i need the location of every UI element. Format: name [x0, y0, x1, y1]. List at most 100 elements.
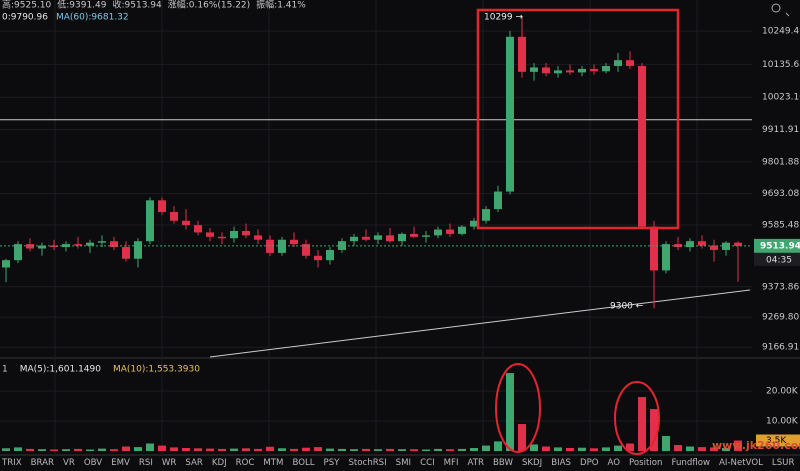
- candle-body: [398, 233, 406, 242]
- indicator-tab[interactable]: SKDJ: [521, 458, 543, 468]
- y-tick-label: 10135.68: [762, 60, 800, 70]
- candle-body: [482, 209, 490, 221]
- candle-body: [674, 244, 682, 248]
- candle-body: [542, 67, 550, 74]
- candle-body: [422, 235, 430, 237]
- indicator-tab[interactable]: CCI: [420, 458, 435, 468]
- trend-line: [209, 289, 751, 358]
- volume-bar: [26, 448, 34, 451]
- volume-bar: [722, 448, 730, 451]
- candle-body: [494, 191, 502, 210]
- volume-bar: [110, 449, 118, 451]
- indicator-tab[interactable]: KDJ: [211, 458, 227, 468]
- low-annotation: 9300 ←: [610, 302, 644, 312]
- indicator-tab[interactable]: BRAR: [30, 458, 55, 468]
- volume-tick-label: 10.00K: [766, 417, 799, 427]
- candle-body: [338, 241, 346, 250]
- candle-body: [74, 244, 82, 246]
- volume-bar: [458, 448, 466, 451]
- volume-bar: [266, 446, 274, 451]
- candle-body: [626, 60, 634, 66]
- indicator-tab[interactable]: BIAS: [551, 458, 571, 468]
- candle-body: [458, 226, 466, 234]
- indicator-tab[interactable]: MTM: [263, 458, 284, 468]
- indicator-tab[interactable]: RSI: [138, 458, 153, 468]
- watermark: www.jk260.com: [712, 439, 800, 452]
- search-icon-handle: [785, 12, 790, 17]
- volume-badge: [756, 434, 800, 447]
- indicator-tab[interactable]: SAR: [185, 458, 203, 468]
- volume-bar: [530, 444, 538, 451]
- volume-bar: [590, 448, 598, 451]
- volume-bar: [434, 448, 442, 451]
- volume-bar: [602, 447, 610, 451]
- indicator-tab[interactable]: SMI: [395, 458, 412, 468]
- indicator-tab[interactable]: ATR: [467, 458, 484, 468]
- candle-body: [254, 235, 262, 240]
- search-icon[interactable]: [771, 3, 781, 13]
- candle-body: [26, 244, 34, 249]
- indicator-tab[interactable]: EMV: [111, 458, 130, 468]
- ma-legend: MA(60):9681.32: [56, 13, 129, 23]
- volume-bar: [650, 409, 658, 451]
- volume-bar: [710, 447, 718, 451]
- candle-body: [614, 60, 622, 66]
- indicator-tab[interactable]: MFI: [443, 458, 459, 468]
- indicator-tab[interactable]: WR: [161, 458, 177, 468]
- y-tick-label: 9911.91: [762, 125, 799, 135]
- indicator-tab[interactable]: OBV: [83, 458, 103, 468]
- volume-bar: [578, 447, 586, 451]
- volume-legend: 1: [2, 365, 8, 375]
- price-badge: [754, 238, 800, 253]
- volume-bar: [638, 397, 646, 451]
- volume-bar: [314, 447, 322, 451]
- candle-body: [650, 226, 658, 271]
- candle-body: [386, 235, 394, 242]
- candle-body: [194, 225, 202, 233]
- y-tick-label: 9269.80: [762, 313, 799, 323]
- volume-bar: [254, 448, 262, 451]
- volume-bar: [170, 447, 178, 451]
- volume-bar: [98, 448, 106, 451]
- indicator-tab[interactable]: AO: [607, 458, 621, 468]
- countdown: 04:35: [766, 255, 792, 265]
- indicator-tab[interactable]: BOLL: [292, 458, 315, 468]
- volume-legend: MA(10):1,553.3930: [113, 365, 200, 375]
- indicator-tab[interactable]: AI-NetVOL: [719, 458, 763, 468]
- indicator-tab[interactable]: StochRSI: [348, 458, 387, 468]
- candle-body: [50, 245, 58, 248]
- candle-body: [698, 241, 706, 246]
- candle-body: [326, 249, 334, 261]
- volume-bar: [194, 448, 202, 451]
- indicator-tab[interactable]: DPO: [579, 458, 599, 468]
- indicator-tab[interactable]: ROC: [235, 458, 255, 468]
- indicator-tab[interactable]: VR: [63, 458, 75, 468]
- volume-bar: [182, 448, 190, 451]
- countdown-badge: [754, 252, 800, 266]
- chart: 10249.49 10135.68 10023.10 9911.91 9801.88 96…: [0, 0, 800, 456]
- candle-body: [218, 236, 226, 239]
- indicator-tab[interactable]: Fundflow: [671, 458, 711, 468]
- high-annotation: 10299 →: [484, 13, 523, 23]
- volume-bar: [158, 445, 166, 451]
- volume-bar: [674, 445, 682, 451]
- indicator-tab[interactable]: PSY: [323, 458, 340, 468]
- volume-bar: [74, 448, 82, 451]
- last-volume-label: 3.5K: [766, 436, 787, 446]
- volume-bar: [134, 447, 142, 451]
- candle-body: [290, 239, 298, 245]
- candle-body: [86, 242, 94, 246]
- volume-bar: [518, 424, 526, 451]
- ma-legend: 0:9790.96: [2, 13, 48, 23]
- indicator-tab[interactable]: BBW: [492, 458, 513, 468]
- indicator-tab[interactable]: Position: [629, 458, 663, 468]
- volume-bar: [230, 448, 238, 451]
- volume-bar: [362, 448, 370, 451]
- volume-bar: [386, 448, 394, 451]
- indicator-tab[interactable]: TRIX: [2, 458, 22, 468]
- indicator-tab[interactable]: LSUR: [771, 458, 795, 468]
- header-stat: 低:9391.49: [57, 0, 107, 11]
- candle-body: [722, 242, 730, 250]
- candle-body: [242, 230, 250, 236]
- highlight-circle: [495, 363, 541, 453]
